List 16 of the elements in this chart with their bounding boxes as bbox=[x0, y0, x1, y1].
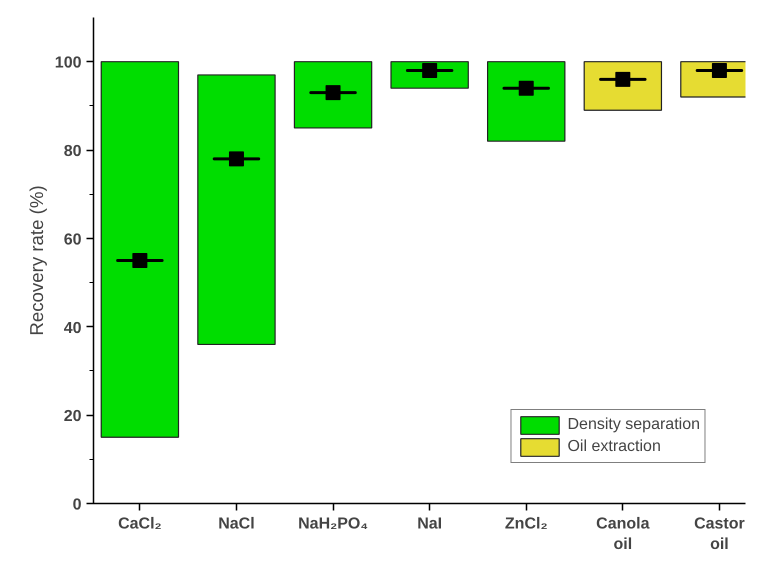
x-tick-label: CaCl₂ bbox=[118, 516, 162, 532]
x-tick-label: NaI bbox=[417, 516, 442, 532]
x-tick-label: NaH₂PO₄ bbox=[298, 516, 368, 532]
y-tick-label: 0 bbox=[72, 496, 82, 514]
y-tick-label: 60 bbox=[64, 231, 82, 248]
legend-label: Oil extraction bbox=[567, 438, 661, 456]
x-tick-label: Castor oil bbox=[694, 516, 745, 553]
x-tick-label: NaCl bbox=[218, 516, 255, 532]
y-tick-label: 20 bbox=[64, 408, 82, 426]
y-axis-title: Recovery rate (%) bbox=[26, 185, 47, 336]
y-tick-label: 40 bbox=[64, 320, 82, 337]
y-tick-label: 100 bbox=[54, 54, 82, 72]
x-tick-label: Canola oil bbox=[596, 516, 650, 553]
x-tick-label: ZnCl₂ bbox=[504, 516, 548, 532]
y-tick-label: 80 bbox=[64, 143, 82, 160]
legend-label: Density separation bbox=[567, 416, 700, 434]
